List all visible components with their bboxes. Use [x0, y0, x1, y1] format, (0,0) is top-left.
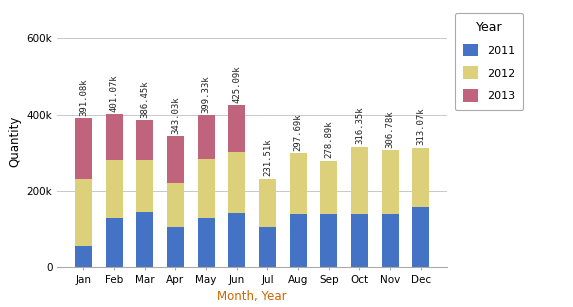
- Bar: [351, 215, 368, 267]
- Bar: [167, 136, 184, 183]
- Bar: [136, 212, 153, 267]
- Text: 306.78k: 306.78k: [386, 110, 395, 148]
- Text: 316.35k: 316.35k: [355, 107, 364, 144]
- X-axis label: Month, Year: Month, Year: [217, 290, 287, 303]
- Bar: [198, 159, 214, 218]
- Bar: [105, 160, 123, 217]
- Bar: [320, 215, 337, 267]
- Bar: [290, 154, 307, 214]
- Bar: [75, 179, 92, 246]
- Bar: [105, 114, 123, 160]
- Bar: [229, 152, 245, 213]
- Bar: [320, 161, 337, 215]
- Legend: 2011, 2012, 2013: 2011, 2012, 2013: [455, 13, 523, 110]
- Bar: [229, 105, 245, 152]
- Text: 297.69k: 297.69k: [293, 114, 303, 151]
- Bar: [259, 227, 276, 267]
- Bar: [413, 148, 429, 207]
- Bar: [75, 118, 92, 179]
- Text: 386.45k: 386.45k: [140, 80, 150, 118]
- Bar: [198, 115, 214, 159]
- Text: 399.33k: 399.33k: [202, 75, 211, 113]
- Bar: [382, 215, 399, 267]
- Text: 343.03k: 343.03k: [171, 96, 180, 134]
- Bar: [382, 150, 399, 215]
- Bar: [136, 160, 153, 212]
- Bar: [167, 227, 184, 267]
- Text: 278.89k: 278.89k: [324, 121, 333, 158]
- Bar: [413, 207, 429, 267]
- Y-axis label: Quantity: Quantity: [8, 115, 21, 167]
- Text: 425.09k: 425.09k: [232, 65, 241, 103]
- Bar: [259, 179, 276, 227]
- Text: 391.08k: 391.08k: [79, 78, 88, 116]
- Bar: [136, 120, 153, 160]
- Text: 401.07k: 401.07k: [109, 74, 119, 112]
- Text: 313.07k: 313.07k: [417, 108, 425, 146]
- Bar: [229, 213, 245, 267]
- Bar: [290, 214, 307, 267]
- Bar: [198, 218, 214, 267]
- Bar: [351, 146, 368, 215]
- Bar: [105, 217, 123, 267]
- Bar: [167, 183, 184, 227]
- Bar: [75, 246, 92, 267]
- Text: 231.51k: 231.51k: [263, 139, 272, 176]
